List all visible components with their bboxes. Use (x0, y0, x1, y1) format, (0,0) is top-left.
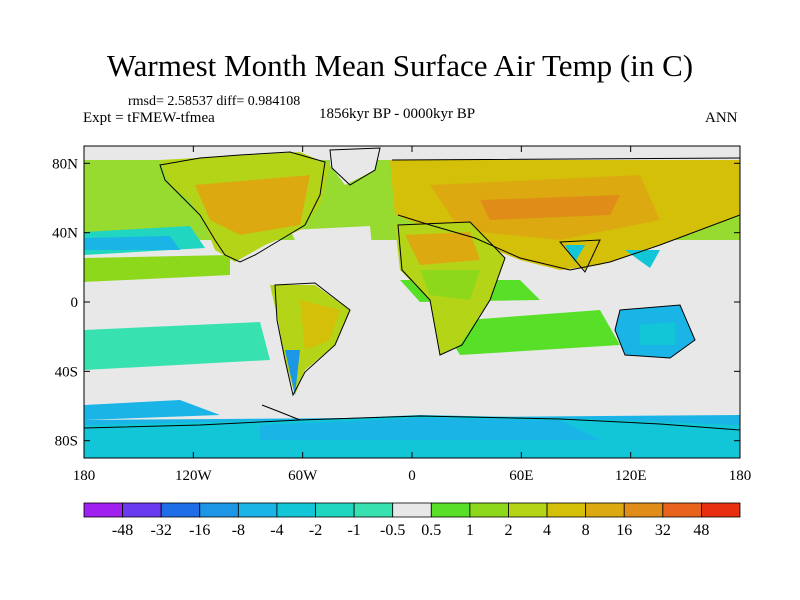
colorbar-swatch (276, 502, 316, 518)
colorbar: -48 -32 -16 -8 -4 -2 -1 -0.5 0.5 1 2 4 8 16 32 48 (83, 502, 741, 539)
colorbar-swatch (469, 502, 509, 518)
period-label: 1856kyr BP - 0000kyr BP (319, 106, 476, 122)
colorbar-label: -8 (232, 522, 245, 539)
colorbar-swatch (315, 502, 355, 518)
lat-tick-label: 0 (71, 295, 79, 311)
colorbar-swatch (83, 502, 123, 518)
colorbar-label: -48 (112, 522, 133, 539)
colorbar-label: -1 (347, 522, 360, 539)
colorbar-label: -0.5 (380, 522, 405, 539)
colorbar-label: 0.5 (421, 522, 441, 539)
lon-tick-label: 180 (729, 468, 752, 484)
colorbar-label: 32 (655, 522, 671, 539)
lat-tick-label: 80S (55, 434, 78, 450)
colorbar-label: -2 (309, 522, 322, 539)
colorbar-swatch (585, 502, 625, 518)
temperature-field (84, 146, 740, 458)
colorbar-label: -4 (270, 522, 283, 539)
experiment-label: Expt = tFMEW-tfmea (83, 110, 215, 126)
colorbar-label: 8 (582, 522, 590, 539)
colorbar-label: 4 (543, 522, 551, 539)
coastlines (84, 147, 740, 431)
colorbar-label: -16 (189, 522, 210, 539)
plot-title: Warmest Month Mean Surface Air Temp (in … (106, 48, 694, 83)
colorbar-label: 1 (466, 522, 474, 539)
lat-tick-label: 40N (52, 226, 78, 242)
rmsd-diff-stats: rmsd= 2.58537 diff= 0.984108 (128, 94, 301, 109)
lat-tick-label: 40S (55, 364, 78, 380)
colorbar-swatch (160, 502, 201, 518)
colorbar-label: -32 (151, 522, 172, 539)
colorbar-swatch (237, 502, 278, 518)
colorbar-label: 2 (504, 522, 512, 539)
colorbar-label: 48 (693, 522, 709, 539)
colorbar-swatch (199, 502, 239, 518)
colorbar-swatch (546, 502, 587, 518)
colorbar-swatch (353, 502, 394, 518)
colorbar-swatch (623, 502, 664, 518)
map-axes: 80N 40N 0 40S 80S 180 120W 60W 0 60E 120E 180 (52, 146, 751, 484)
colorbar-swatch (662, 502, 702, 518)
colorbar-swatch (701, 502, 741, 518)
colorbar-swatch (122, 502, 162, 518)
colorbar-swatch (392, 502, 432, 518)
colorbar-swatch (430, 502, 471, 518)
lon-tick-label: 180 (73, 468, 96, 484)
lon-tick-label: 120E (615, 468, 647, 484)
lon-tick-label: 60E (509, 468, 533, 484)
lon-tick-label: 0 (408, 468, 416, 484)
lat-tick-label: 80N (52, 156, 78, 172)
colorbar-swatch (508, 502, 548, 518)
lon-tick-label: 120W (175, 468, 213, 484)
season-label: ANN (705, 110, 738, 126)
lon-tick-label: 60W (288, 468, 318, 484)
colorbar-label: 16 (616, 522, 632, 539)
